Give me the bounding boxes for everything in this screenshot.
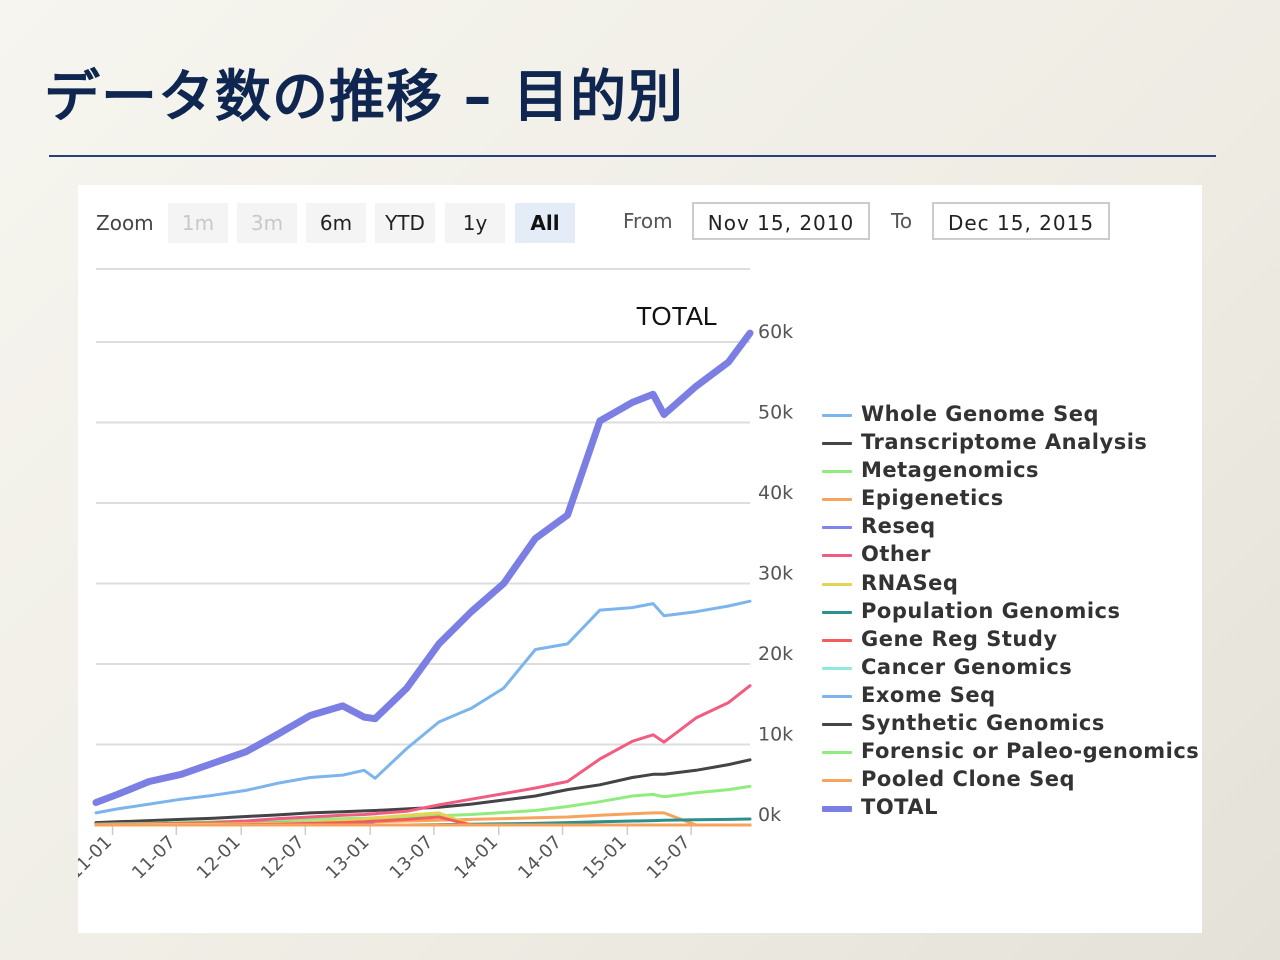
- y-tick-label: 10k: [758, 724, 793, 746]
- series-line-total[interactable]: [92, 329, 754, 806]
- legend-swatch: [822, 610, 852, 614]
- legend-label: Transcriptome Analysis: [861, 430, 1148, 455]
- legend-swatch: [822, 638, 852, 642]
- x-tick-label: 11-01: [78, 832, 116, 884]
- legend-item-whole-genome-seq[interactable]: Whole Genome Seq: [820, 402, 1200, 430]
- legend-item-total[interactable]: TOTAL: [820, 795, 1200, 823]
- legend-item-rnaseq[interactable]: RNASeq: [820, 571, 1200, 599]
- legend-item-population-genomics[interactable]: Population Genomics: [820, 599, 1200, 627]
- to-date-input[interactable]: Dec 15, 2015: [932, 202, 1110, 240]
- legend-swatch: [822, 779, 852, 783]
- range-selector: Zoom 1m 3m 6m YTD 1y All From Nov 15, 20…: [78, 185, 1202, 265]
- x-tick-label: 14-07: [514, 832, 566, 884]
- y-tick-label: 30k: [758, 563, 793, 585]
- legend-label: Whole Genome Seq: [861, 402, 1099, 426]
- legend-swatch: [822, 582, 852, 586]
- from-date-input[interactable]: Nov 15, 2010: [692, 202, 870, 240]
- x-tick-label: 15-07: [643, 832, 695, 884]
- zoom-3m-button[interactable]: 3m: [237, 203, 297, 243]
- legend-item-cancer-genomics[interactable]: Cancer Genomics: [820, 655, 1200, 683]
- legend-item-other[interactable]: Other: [820, 542, 1200, 570]
- line-chart: 0k 10k 20k 30k 40k 50k 60k 11-01 11-07 12-01 12-07…: [78, 268, 793, 884]
- zoom-1y-button[interactable]: 1y: [445, 203, 505, 243]
- x-tick-label: 12-01: [193, 832, 245, 884]
- legend-label: Exome Seq: [861, 682, 996, 707]
- legend-label: Reseq: [861, 514, 936, 539]
- y-tick-label: 50k: [758, 402, 793, 424]
- legend-swatch: [822, 442, 852, 446]
- x-tick-label: 13-01: [322, 832, 374, 884]
- x-tick-label: 12-07: [257, 832, 309, 884]
- legend-label: TOTAL: [861, 795, 939, 820]
- legend-item-forensic-or-paleo-genomics[interactable]: Forensic or Paleo-genomics: [820, 739, 1200, 767]
- legend-swatch: [822, 806, 852, 813]
- x-tick-label: 14-01: [450, 832, 502, 884]
- y-tick-label: 40k: [758, 482, 793, 504]
- legend-label: Epigenetics: [861, 486, 1004, 511]
- legend-swatch: [822, 498, 852, 502]
- legend-swatch: [822, 694, 852, 698]
- legend-label: Pooled Clone Seq: [861, 767, 1075, 792]
- zoom-all-button[interactable]: All: [515, 203, 575, 243]
- legend-item-gene-reg-study[interactable]: Gene Reg Study: [820, 627, 1200, 655]
- zoom-1m-button[interactable]: 1m: [168, 203, 228, 243]
- legend-item-transcriptome-analysis[interactable]: Transcriptome Analysis: [820, 430, 1200, 458]
- legend-item-pooled-clone-seq[interactable]: Pooled Clone Seq: [820, 767, 1200, 795]
- legend-swatch: [822, 723, 852, 727]
- legend-label: Other: [861, 542, 931, 567]
- slide-title: データ数の推移 – 目的別: [44, 65, 684, 130]
- zoom-6m-button[interactable]: 6m: [306, 203, 366, 243]
- zoom-label: Zoom: [96, 211, 154, 235]
- legend-label: RNASeq: [861, 570, 959, 595]
- legend-swatch: [822, 526, 852, 530]
- y-tick-label: 60k: [758, 321, 793, 343]
- legend-label: Forensic or Paleo-genomics: [861, 739, 1200, 764]
- legend-swatch: [822, 751, 852, 755]
- legend-item-epigenetics[interactable]: Epigenetics: [820, 486, 1200, 514]
- zoom-ytd-button[interactable]: YTD: [375, 203, 435, 243]
- series-line-whole-genome-seq[interactable]: [94, 599, 752, 815]
- title-divider: [49, 155, 1216, 157]
- legend-label: Metagenomics: [861, 458, 1040, 483]
- y-tick-label: 0k: [758, 804, 781, 826]
- series-line-other[interactable]: [94, 684, 752, 827]
- legend-swatch: [822, 666, 852, 670]
- legend-item-reseq[interactable]: Reseq: [820, 514, 1200, 542]
- y-tick-label: 20k: [758, 643, 793, 665]
- legend-swatch: [822, 554, 852, 558]
- legend-label: Gene Reg Study: [861, 626, 1058, 651]
- to-label: To: [891, 209, 913, 233]
- legend-swatch: [822, 414, 852, 417]
- legend-label: Population Genomics: [861, 598, 1121, 623]
- chart-legend: Whole Genome Seq Transcriptome Analysis Me…: [820, 402, 1200, 823]
- x-tick-label: 15-01: [579, 832, 631, 884]
- legend-item-synthetic-genomics[interactable]: Synthetic Genomics: [820, 711, 1200, 739]
- total-annotation: TOTAL: [636, 301, 717, 331]
- x-tick-label: 11-07: [128, 832, 180, 884]
- x-tick-label: 13-07: [386, 832, 438, 884]
- legend-label: Synthetic Genomics: [861, 711, 1105, 736]
- legend-item-exome-seq[interactable]: Exome Seq: [820, 683, 1200, 711]
- from-label: From: [623, 209, 673, 233]
- chart-panel: Zoom 1m 3m 6m YTD 1y All From Nov 15, 20…: [78, 185, 1202, 933]
- legend-swatch: [822, 470, 852, 474]
- legend-label: Cancer Genomics: [861, 654, 1073, 679]
- legend-item-metagenomics[interactable]: Metagenomics: [820, 458, 1200, 486]
